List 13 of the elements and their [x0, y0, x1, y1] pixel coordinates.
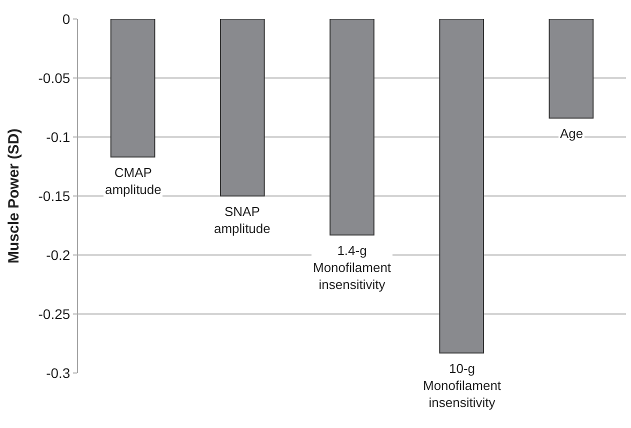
y-axis-title: Muscle Power (SD)	[6, 128, 23, 264]
x-tick-label: SNAP amplitude	[214, 204, 270, 236]
x-tick-label: CMAP amplitude	[105, 165, 162, 197]
y-tick-label: 0	[62, 10, 70, 27]
y-tick-label: -0.15	[38, 188, 70, 204]
x-tick-label: 10-g Monofilament insensitivity	[423, 361, 502, 410]
y-tick-label: -0.05	[38, 70, 70, 86]
y-tick-label: -0.2	[46, 246, 70, 263]
y-tick-label: -0.25	[38, 306, 70, 322]
x-tick-label: Age	[560, 126, 584, 141]
y-tick-label: -0.1	[46, 128, 70, 145]
x-tick-label: 1.4-g Monofilament insensitivity	[313, 243, 392, 292]
y-tick-label: -0.3	[46, 364, 70, 381]
